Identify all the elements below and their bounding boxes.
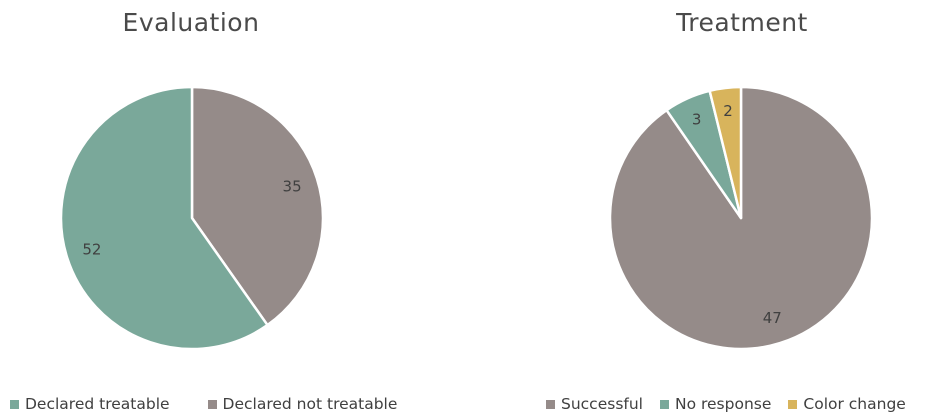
treatment-chart-title: Treatment [676,8,808,37]
evaluation-pie: 35 52 [59,85,325,351]
treatment-pie: 47 3 2 [608,85,874,351]
legend-swatch-no-response [659,399,669,409]
data-label-successful: 47 [763,309,782,327]
evaluation-legend: Declared treatable Declared not treatabl… [10,395,397,413]
legend-label-no-response: No response [674,395,772,413]
evaluation-chart-title: Evaluation [122,8,260,37]
pie-slice-declared-treatable [59,85,269,351]
legend-swatch-color-change [788,399,798,409]
legend-label-color-change: Color change [803,395,906,413]
legend-item-declared-not-treatable: Declared not treatable [207,395,398,413]
legend-item-declared-treatable: Declared treatable [10,395,170,413]
legend-item-color-change: Color change [788,395,906,413]
legend-swatch-successful [546,399,555,409]
pie-slice-declared-not-treatable [190,85,325,327]
treatment-legend: Successful No response Color change [546,395,923,413]
legend-label-successful: Successful [561,395,643,413]
data-label-no-response: 3 [692,111,702,129]
pie-slice-color-change [708,85,743,220]
legend-item-no-response: No response [659,395,772,413]
legend-label-declared-treatable: Declared treatable [25,395,170,413]
legend-label-declared-not-treatable: Declared not treatable [222,395,398,413]
data-label-declared-not-treatable: 35 [283,177,302,195]
data-label-declared-treatable: 52 [82,241,101,259]
legend-item-successful: Successful [546,395,643,413]
data-label-color-change: 2 [723,102,733,120]
legend-swatch-declared-not-treatable [207,399,217,409]
legend-swatch-declared-treatable [10,399,19,409]
